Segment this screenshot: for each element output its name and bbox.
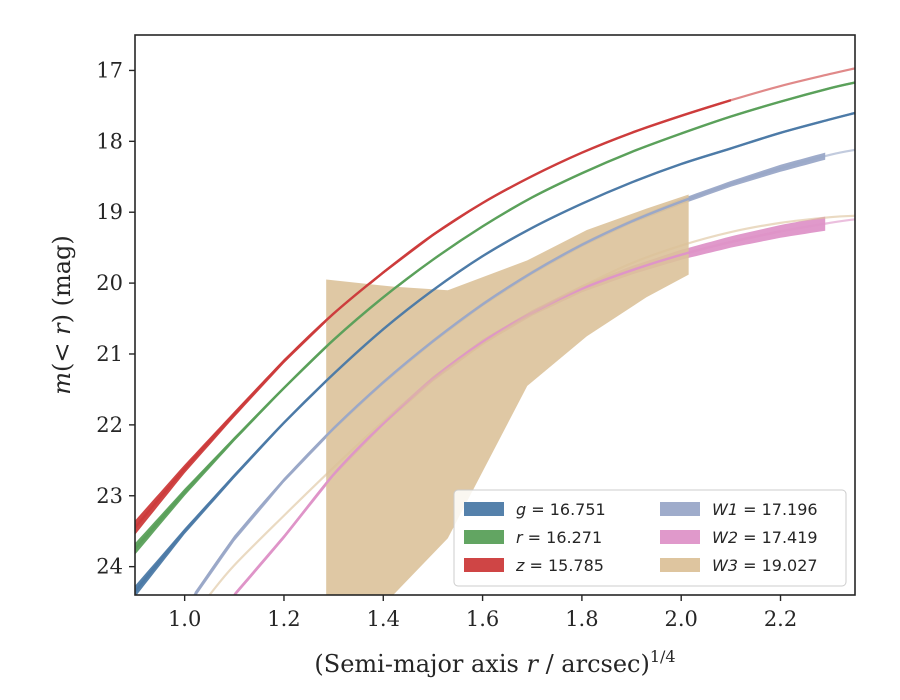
- x-tick-label: 1.2: [267, 607, 300, 631]
- legend-swatch-r: [464, 530, 504, 544]
- legend-swatch-z: [464, 558, 504, 572]
- legend-label-w2: W2 = 17.419: [712, 528, 818, 547]
- plot-frame: [134, 34, 856, 596]
- x-tick-label: 2.0: [665, 607, 698, 631]
- series-z-line: [135, 99, 732, 529]
- series-r-line: [135, 81, 855, 550]
- x-tick-label: 1.6: [466, 607, 499, 631]
- y-tick-label: 17: [96, 58, 123, 82]
- legend-label-z: z = 15.785: [515, 556, 604, 575]
- legend: g = 16.751 r = 16.271 z = 15.785 W1 = 17.19…: [453, 489, 847, 587]
- series-w1-line: [193, 167, 781, 595]
- legend-swatch-g: [464, 502, 504, 516]
- series-w3-curve: [208, 214, 855, 595]
- legend-swatch-w1: [660, 502, 700, 516]
- legend-swatch-w2: [660, 530, 700, 544]
- x-tick-label: 1.0: [168, 607, 201, 631]
- y-tick-label: 19: [96, 200, 123, 224]
- series-w3-band: [326, 194, 689, 595]
- legend-swatch-w3: [660, 558, 700, 572]
- y-tick-label: 21: [96, 342, 123, 366]
- x-tick-label: 1.8: [565, 607, 598, 631]
- y-tick-label: 23: [96, 484, 123, 508]
- legend-box: [453, 489, 847, 587]
- series-g-line: [135, 111, 855, 593]
- legend-label-w3: W3 = 19.027: [712, 556, 818, 575]
- legend-label-r: r = 16.271: [516, 528, 602, 547]
- series-w2-line: [233, 230, 781, 595]
- y-axis-label: m(< r) (mag): [48, 235, 76, 395]
- x-tick-label: 2.2: [764, 607, 797, 631]
- legend-label-g: g = 16.751: [516, 500, 606, 519]
- y-tick-label: 20: [96, 271, 123, 295]
- y-tick-label: 24: [96, 555, 123, 579]
- x-tick-label: 1.4: [367, 607, 400, 631]
- y-tick-label: 18: [96, 129, 123, 153]
- y-tick-label: 22: [96, 413, 123, 437]
- legend-label-w1: W1 = 17.196: [712, 500, 818, 519]
- x-axis-label: (Semi-major axis r / arcsec)1/4: [314, 647, 675, 678]
